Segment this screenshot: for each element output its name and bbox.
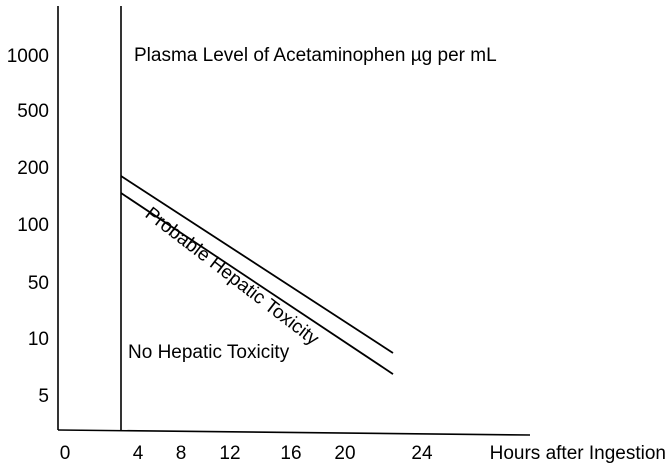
x-tick-label: 4 <box>133 443 144 464</box>
series-line-1 <box>120 175 394 354</box>
y-tick-label: 50 <box>28 273 49 294</box>
x-tick-label: 12 <box>219 443 240 464</box>
x-tick-label: 24 <box>411 443 433 464</box>
series-layer <box>120 175 394 375</box>
chart-title: Plasma Level of Acetaminophen µg per mL <box>134 45 497 66</box>
y-tick-label: 500 <box>17 101 49 122</box>
series-line-2 <box>120 192 394 375</box>
upper-region-label: Probable Hepatic Toxicity <box>141 203 323 350</box>
lower-region-label: No Hepatic Toxicity <box>128 342 290 363</box>
y-tick-label: 1000 <box>7 46 49 67</box>
x-axis-label: Hours after Ingestion <box>490 443 666 464</box>
x-tick-label: 0 <box>60 443 71 464</box>
y-tick-label: 200 <box>17 158 49 179</box>
y-tick-label: 5 <box>38 386 49 407</box>
y-tick-label: 100 <box>17 215 49 236</box>
x-axis <box>57 429 531 436</box>
x-tick-label: 16 <box>280 443 301 464</box>
x-tick-label: 8 <box>176 443 187 464</box>
y-tick-label: 10 <box>28 329 49 350</box>
x-tick-label: 20 <box>334 443 355 464</box>
